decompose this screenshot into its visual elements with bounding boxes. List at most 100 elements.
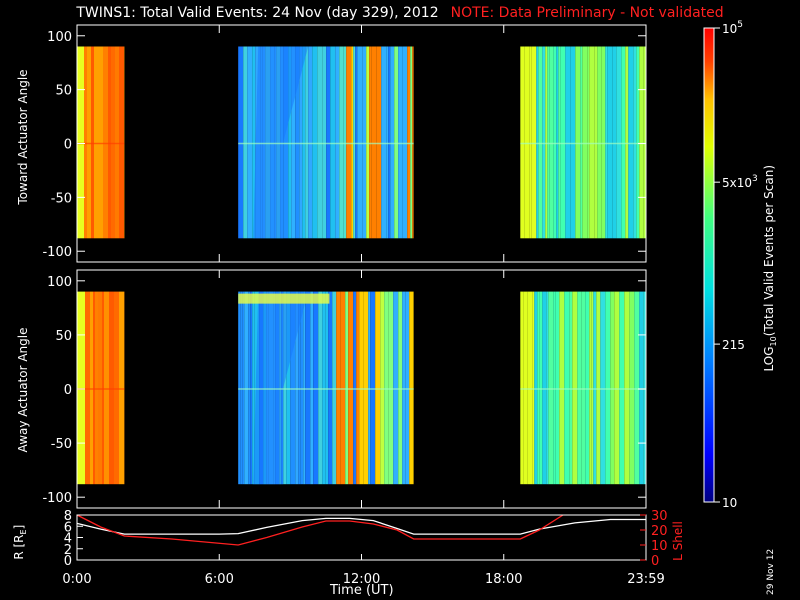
- heat-strip: [580, 46, 583, 239]
- x-axis-label: Time (UT): [330, 583, 394, 598]
- heat-strip: [409, 291, 414, 485]
- heat-strip: [538, 46, 543, 239]
- heat-strip: [312, 46, 318, 239]
- x-tick-label: 23:59: [627, 572, 664, 587]
- heat-strip: [607, 46, 613, 239]
- heat-strip: [546, 291, 549, 485]
- heat-strip: [614, 291, 620, 485]
- heat-strip: [335, 46, 340, 239]
- high-angle-band: [238, 293, 330, 304]
- heat-strip: [520, 46, 525, 239]
- heat-strip: [359, 291, 364, 485]
- heat-strip: [357, 46, 363, 239]
- heat-strip: [98, 291, 102, 485]
- heat-strip: [250, 291, 253, 485]
- heat-strip: [353, 291, 357, 485]
- heat-strip: [624, 291, 630, 485]
- heat-strip: [102, 291, 104, 485]
- heat-strip: [524, 46, 530, 239]
- title-note: NOTE: Data Preliminary - Not validated: [450, 5, 724, 21]
- heat-strip: [542, 46, 546, 239]
- toward-ylabel: Toward Actuator Angle: [16, 69, 30, 205]
- r-ylabel: R [RE]: [12, 512, 28, 572]
- heat-strip: [369, 46, 372, 239]
- heat-strip: [115, 46, 119, 239]
- heat-strip: [553, 291, 556, 485]
- heat-strip: [318, 291, 323, 485]
- heat-strip: [114, 291, 119, 485]
- toward-panel: 100 50 0 -50 -100: [42, 24, 647, 263]
- heat-strip: [119, 46, 124, 239]
- heat-strip: [295, 291, 299, 485]
- heat-strip: [537, 291, 540, 485]
- heat-strip: [572, 291, 578, 485]
- heat-strip: [345, 291, 349, 485]
- heat-strip: [523, 291, 528, 485]
- heat-strip: [247, 46, 253, 239]
- y-tick-label: 50: [55, 329, 72, 344]
- colorbar-tick-label: 105: [722, 20, 743, 36]
- r-tick-label: 2: [64, 543, 72, 558]
- colorbar-tick-label: 10: [722, 496, 737, 510]
- heat-strip: [286, 291, 291, 485]
- r-tick-label: 0: [64, 554, 72, 569]
- heat-strip: [390, 46, 395, 239]
- heat-strip: [639, 291, 644, 485]
- colorbar-label: LOG10(Total Valid Events per Scan): [762, 128, 778, 408]
- heat-strip: [549, 46, 554, 239]
- heat-strip: [290, 291, 296, 485]
- heat-strip: [520, 291, 524, 485]
- heat-strip: [85, 291, 90, 485]
- heat-strip: [252, 46, 256, 239]
- heat-strip: [305, 46, 309, 239]
- heat-strip: [548, 291, 554, 485]
- heat-strip: [244, 291, 249, 485]
- heat-strip: [326, 46, 331, 239]
- heat-strip: [529, 46, 532, 239]
- heat-strip: [558, 46, 561, 239]
- heat-strip: [394, 46, 399, 239]
- heat-strip: [104, 291, 109, 485]
- heat-strip: [629, 291, 635, 485]
- heat-strip: [565, 46, 571, 239]
- heat-strip: [577, 291, 582, 485]
- heat-strip: [77, 46, 79, 239]
- heat-strip: [597, 46, 602, 239]
- heat-strip: [621, 46, 626, 239]
- heat-strip: [299, 46, 303, 239]
- heat-strip: [288, 46, 292, 239]
- heat-strip: [95, 291, 98, 485]
- cbar-label-post: (Total Valid Events per Scan): [761, 164, 776, 337]
- heat-strip: [370, 291, 376, 485]
- date-stamp: 29 Nov 12: [766, 548, 776, 595]
- heat-strip: [398, 46, 403, 239]
- heat-strip: [547, 46, 550, 239]
- title-main: TWINS1: Total Valid Events: 24 Nov (day …: [76, 5, 439, 21]
- colorbar-tick-exponent: 3: [752, 174, 758, 184]
- heat-strip: [559, 291, 565, 485]
- heat-strip: [634, 291, 640, 485]
- heat-strip: [291, 46, 296, 239]
- heat-strip: [587, 46, 590, 239]
- cbar-label-pre: LOG: [761, 346, 776, 372]
- heat-strip: [300, 291, 304, 485]
- heat-strip: [103, 46, 108, 239]
- heat-strip: [343, 46, 347, 239]
- x-tick-label: 6:00: [205, 572, 234, 587]
- away-ylabel: Away Actuator Angle: [16, 327, 30, 453]
- low-count-region: [253, 291, 309, 485]
- heat-strip: [581, 291, 586, 485]
- heat-strip: [402, 291, 406, 485]
- heat-strip: [407, 46, 411, 239]
- heat-strip: [643, 46, 646, 239]
- heat-strip: [536, 46, 539, 239]
- heat-strip: [87, 46, 91, 239]
- heat-strip: [639, 46, 644, 239]
- heat-strip: [527, 291, 533, 485]
- x-tick-label: 12:00: [343, 572, 380, 587]
- heat-strip: [368, 291, 371, 485]
- heat-strip: [600, 291, 606, 485]
- heat-strip: [534, 291, 538, 485]
- heat-strip: [601, 46, 606, 239]
